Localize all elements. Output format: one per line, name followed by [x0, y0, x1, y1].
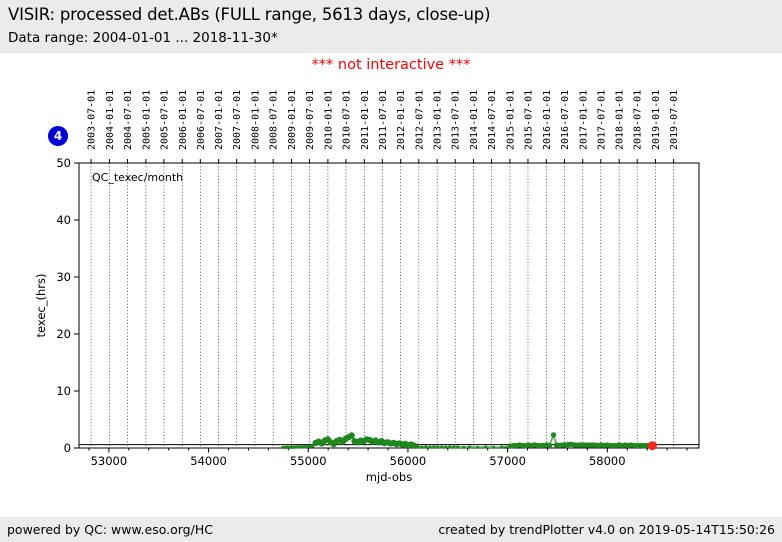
y-tick-label: 30 — [56, 270, 71, 284]
x-tick-label: 55000 — [290, 454, 327, 468]
report-header: VISIR: processed det.ABs (FULL range, 56… — [0, 0, 782, 53]
top-date-tick-label: 2004-01-01 — [105, 90, 116, 150]
y-axis: 0 10 20 30 40 50 texec_(hrs) — [34, 156, 79, 455]
series-monthly-2010-2012-cluster — [312, 432, 418, 449]
top-date-tick-label: 2015-07-01 — [523, 90, 534, 150]
data-point — [440, 445, 444, 449]
x-tick-label: 53000 — [91, 454, 128, 468]
legend-label: QC_texec/month — [92, 171, 183, 184]
page-title: VISIR: processed det.ABs (FULL range, 56… — [8, 5, 491, 24]
top-date-tick-label: 2014-01-01 — [469, 90, 480, 150]
report-footer: powered by QC: www.eso.org/HC created by… — [0, 517, 782, 542]
y-tick-label: 40 — [56, 213, 71, 227]
top-date-tick-label: 2006-07-01 — [196, 90, 207, 150]
data-point — [448, 445, 452, 449]
data-point — [476, 445, 480, 449]
top-date-tick-label: 2008-07-01 — [269, 90, 280, 150]
top-date-tick-label: 2019-07-01 — [669, 90, 680, 150]
top-date-axis: 2003-07-01 2004-01-01 2004-07-01 2005-01-01… — [87, 90, 680, 163]
series-last-point — [647, 441, 657, 451]
top-date-tick-label: 2013-07-01 — [451, 90, 462, 150]
data-point — [484, 445, 488, 449]
y-tick-label: 0 — [64, 441, 71, 455]
top-date-tick-label: 2017-07-01 — [596, 90, 607, 150]
x-tick-label: 56000 — [390, 454, 427, 468]
y-tick-label: 20 — [56, 327, 71, 341]
data-point — [348, 432, 355, 439]
top-date-tick-label: 2011-07-01 — [378, 90, 389, 150]
data-point — [546, 442, 553, 449]
x-axis: 53000 54000 55000 56000 57000 58000 mjd-obs — [88, 448, 688, 484]
data-point — [436, 445, 440, 449]
series-monthly-low-2008-2009 — [281, 444, 315, 449]
top-date-tick-label: 2013-01-01 — [433, 90, 444, 150]
x-tick-label: 58000 — [589, 454, 626, 468]
top-date-tick-label: 2009-07-01 — [305, 90, 316, 150]
data-range-subtitle: Data range: 2004-01-01 ... 2018-11-30* — [8, 30, 278, 46]
top-date-tick-label: 2010-07-01 — [341, 90, 352, 150]
top-date-tick-label: 2012-01-01 — [396, 90, 407, 150]
footer-created-by: created by trendPlotter v4.0 on 2019-05-… — [438, 522, 775, 537]
top-date-tick-label: 2003-07-01 — [87, 90, 98, 150]
data-point — [452, 445, 456, 449]
top-date-tick-label: 2010-01-01 — [323, 90, 334, 150]
top-date-tick-label: 2006-01-01 — [178, 90, 189, 150]
series-monthly-low-2012-2014 — [416, 445, 504, 449]
x-tick-label: 57000 — [489, 454, 526, 468]
vertical-gridlines — [90, 163, 674, 448]
data-point — [416, 445, 420, 449]
not-interactive-banner: *** not interactive *** — [311, 57, 471, 73]
top-date-tick-label: 2018-01-01 — [615, 90, 626, 150]
y-tick-label: 10 — [56, 384, 71, 398]
texec-trend-chart: 2003-07-01 2004-01-01 2004-07-01 2005-01-01… — [34, 90, 700, 484]
data-point — [428, 445, 432, 449]
top-date-tick-label: 2007-07-01 — [232, 90, 243, 150]
top-date-tick-label: 2017-01-01 — [578, 90, 589, 150]
top-date-tick-label: 2016-01-01 — [542, 90, 553, 150]
top-date-tick-label: 2016-07-01 — [560, 90, 571, 150]
top-date-tick-label: 2019-01-01 — [651, 90, 662, 150]
x-tick-label: 54000 — [190, 454, 227, 468]
top-date-tick-label: 2008-01-01 — [251, 90, 262, 150]
data-point — [550, 432, 557, 438]
data-point — [462, 445, 466, 449]
data-point — [500, 445, 504, 449]
top-date-tick-label: 2018-07-01 — [633, 90, 644, 150]
y-tick-label: 50 — [56, 156, 71, 170]
data-point — [411, 442, 418, 449]
data-point — [420, 445, 424, 449]
data-point — [456, 445, 460, 449]
top-date-tick-label: 2015-01-01 — [505, 90, 516, 150]
footer-powered-by: powered by QC: www.eso.org/HC — [7, 522, 213, 537]
top-date-tick-label: 2007-01-01 — [214, 90, 225, 150]
data-point — [424, 445, 428, 449]
data-point — [647, 441, 657, 451]
top-date-tick-label: 2011-01-01 — [360, 90, 371, 150]
data-point — [468, 445, 472, 449]
data-point — [492, 445, 496, 449]
top-date-tick-label: 2005-07-01 — [159, 90, 170, 150]
data-point — [444, 445, 448, 449]
data-point — [432, 445, 436, 449]
top-date-tick-label: 2004-07-01 — [123, 90, 134, 150]
plot-border — [78, 162, 700, 449]
top-date-tick-label: 2009-01-01 — [287, 90, 298, 150]
series-monthly-2015-2018 — [507, 432, 652, 449]
top-date-tick-label: 2005-01-01 — [141, 90, 152, 150]
y-axis-title: texec_(hrs) — [34, 274, 48, 338]
top-date-tick-label: 2014-07-01 — [487, 90, 498, 150]
top-date-tick-label: 2012-07-01 — [414, 90, 425, 150]
x-axis-title: mjd-obs — [366, 470, 412, 484]
plot-number-badge: 4 — [48, 126, 68, 146]
